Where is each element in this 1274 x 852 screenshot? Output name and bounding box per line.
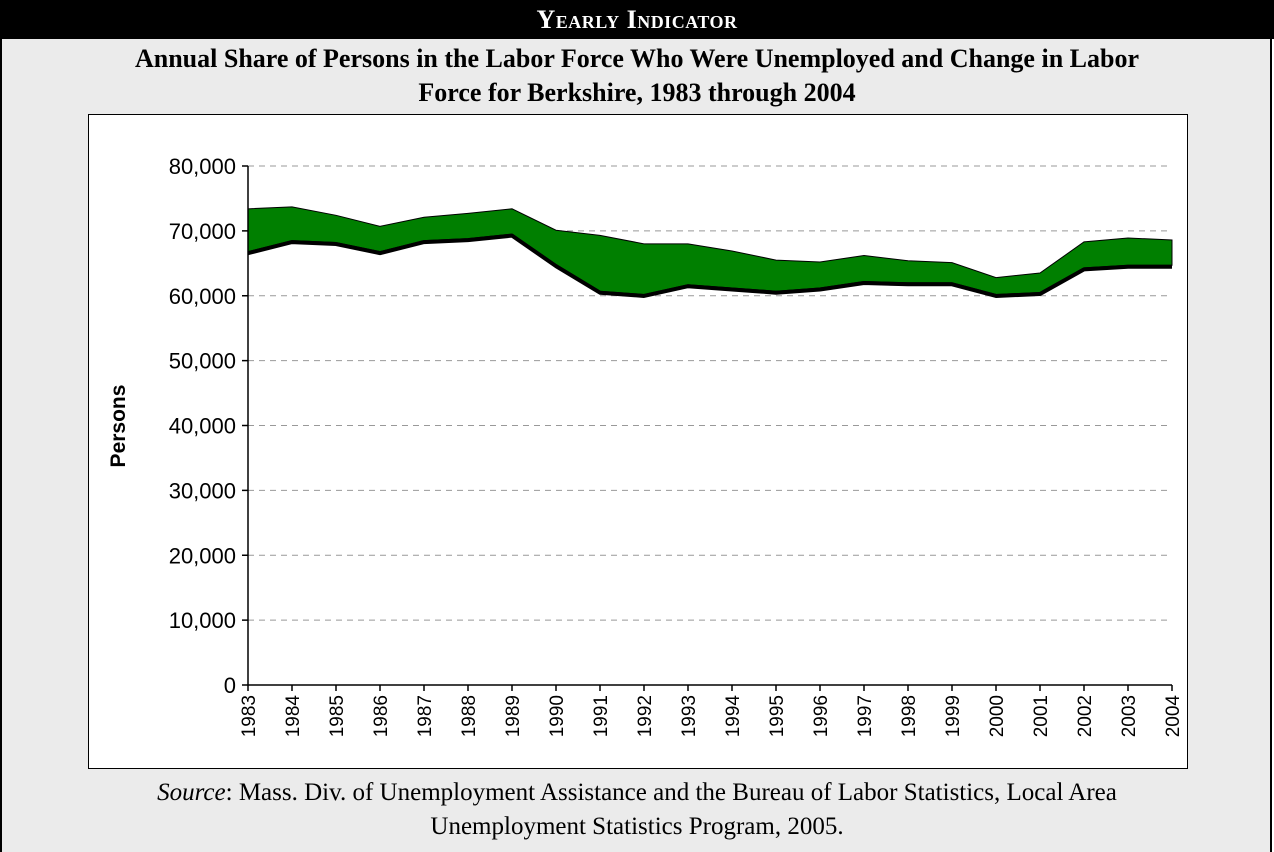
x-tick-label: 1987	[415, 695, 436, 737]
x-tick-label: 2001	[1031, 695, 1052, 737]
y-tick-label: 80,000	[169, 154, 236, 179]
x-tick-label: 1988	[459, 695, 480, 737]
x-tick-label: 2003	[1119, 695, 1140, 737]
x-tick-label: 1984	[283, 695, 304, 738]
x-tick-label: 1989	[503, 695, 524, 737]
chart-marks	[247, 206, 1173, 298]
tick-labels: 0 10,000 20,000 30,000 40,000 50,000 60,000 70,…	[169, 154, 1184, 737]
source-label: Source	[157, 779, 226, 806]
y-tick-label: 70,000	[169, 219, 236, 244]
axes	[242, 165, 1173, 691]
x-tick-label: 1996	[811, 695, 832, 737]
y-tick-label: 10,000	[169, 608, 236, 633]
employed-line	[247, 233, 1172, 298]
chart-title-line1: Annual Share of Persons in the Labor For…	[134, 44, 1139, 73]
x-tick-label: 1992	[635, 695, 656, 737]
source-text: : Mass. Div. of Unemployment Assistance …	[225, 779, 1117, 806]
source-text-line2: Unemployment Statistics Program, 2005.	[430, 813, 844, 840]
x-tick-label: 1995	[767, 695, 788, 737]
x-tick-label: 2004	[1163, 695, 1184, 738]
x-tick-label: 1998	[899, 695, 920, 737]
x-tick-label: 1986	[371, 695, 392, 737]
x-tick-label: 1990	[547, 695, 568, 737]
x-tick-label: 2000	[987, 695, 1008, 737]
y-tick-label: 40,000	[169, 414, 236, 439]
x-tick-label: 1993	[679, 695, 700, 737]
y-tick-label: 50,000	[169, 349, 236, 374]
chart-title-line2: Force for Berkshire, 1983 through 2004	[418, 78, 856, 107]
x-tick-label: 1991	[591, 695, 612, 737]
banner: Yearly Indicator	[0, 0, 1274, 39]
x-tick-label: 2002	[1075, 695, 1096, 737]
y-tick-label: 20,000	[169, 543, 236, 568]
y-tick-label: 60,000	[169, 284, 236, 309]
x-tick-label: 1999	[943, 695, 964, 737]
source-note: Source: Mass. Div. of Unemployment Assis…	[0, 776, 1274, 844]
x-tick-label: 1983	[239, 695, 260, 737]
chart-title: Annual Share of Persons in the Labor For…	[0, 42, 1274, 110]
x-tick-label: 1994	[723, 695, 744, 738]
y-tick-label: 30,000	[169, 478, 236, 503]
x-tick-label: 1997	[855, 695, 876, 737]
y-axis-label: Persons	[107, 385, 130, 468]
x-tick-label: 1985	[327, 695, 348, 737]
y-tick-label: 0	[224, 673, 236, 698]
